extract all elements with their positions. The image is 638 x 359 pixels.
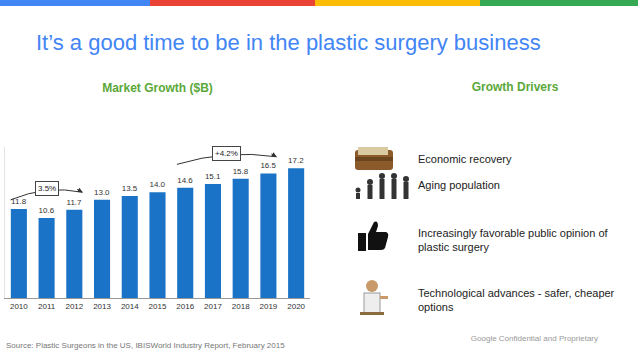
svg-text:2015: 2015: [149, 302, 167, 311]
svg-text:2013: 2013: [93, 302, 111, 311]
svg-text:Market Growth ($B): Market Growth ($B): [102, 81, 213, 95]
svg-text:14.6: 14.6: [177, 176, 193, 185]
svg-text:14.0: 14.0: [149, 180, 165, 189]
svg-text:2012: 2012: [65, 302, 83, 311]
svg-text:13.0: 13.0: [94, 188, 110, 197]
svg-text:2020: 2020: [287, 302, 305, 311]
svg-text:2011: 2011: [38, 302, 56, 311]
html-text:Economic recovery: Economic recovery: [418, 153, 512, 165]
svg-text:2016: 2016: [176, 302, 194, 311]
html-text:Technological advances - safer: Technological advances - safer, cheaper …: [418, 287, 615, 313]
svg-text:+4.2%: +4.2%: [215, 149, 238, 158]
svg-text:2019: 2019: [260, 302, 278, 311]
svg-text:2014: 2014: [121, 302, 139, 311]
svg-text:11.8: 11.8: [11, 197, 27, 206]
html-text:Growth Drivers: Growth Drivers: [471, 80, 559, 94]
html-text:Source: Plastic Surgeons in th: Source: Plastic Surgeons in the US, IBIS…: [6, 341, 285, 350]
svg-text:17.2: 17.2: [288, 156, 304, 165]
svg-text:11.7: 11.7: [67, 198, 83, 207]
html-text:It’s a good time to be in the: It’s a good time to be in the plastic su…: [36, 30, 541, 55]
html-text:Increasingly favorable public: Increasingly favorable public opinion of…: [418, 227, 608, 253]
svg-text:10.6: 10.6: [39, 206, 55, 215]
html-text:Google Confidential and Propri: Google Confidential and Proprietary: [470, 334, 598, 343]
svg-text:15.1: 15.1: [205, 172, 221, 181]
html-text:Aging population: Aging population: [418, 179, 500, 191]
svg-text:3.5%: 3.5%: [38, 184, 56, 193]
svg-text:2018: 2018: [232, 302, 250, 311]
svg-text:13.5: 13.5: [122, 184, 138, 193]
svg-text:2010: 2010: [10, 302, 28, 311]
svg-text:16.5: 16.5: [260, 161, 276, 170]
svg-text:15.8: 15.8: [233, 167, 249, 176]
svg-text:2017: 2017: [204, 302, 222, 311]
